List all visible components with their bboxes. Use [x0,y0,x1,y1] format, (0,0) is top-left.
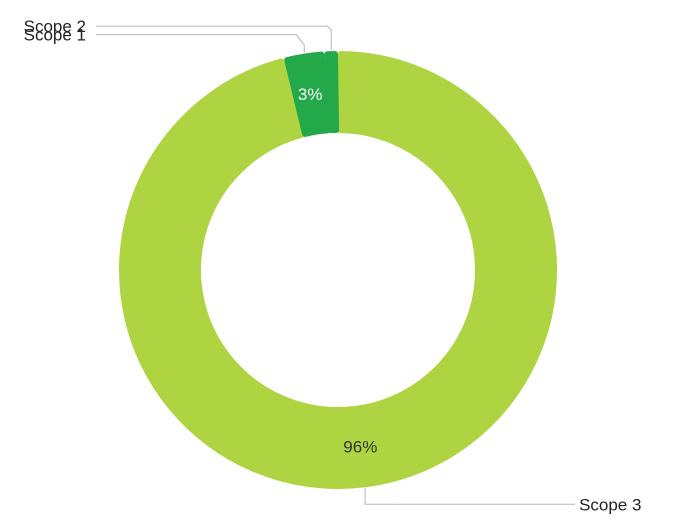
category-label-scope-3: Scope 3 [579,495,641,514]
category-label-scope-1: Scope 1 [24,26,86,45]
category-label-scope-2: Scope 2 [24,17,86,36]
slice-scope-2[interactable] [324,51,340,134]
data-label-scope-3: 96% [343,438,377,457]
leader-lines-group [96,25,576,505]
slice-scope-1[interactable] [284,51,331,137]
slices-group [119,51,557,489]
data-label-scope-1: 3% [298,85,323,104]
slice-scope-3[interactable] [119,51,557,489]
leader-line-scope-1 [96,34,305,53]
leader-line-scope-3 [364,488,576,505]
leader-line-scope-2 [96,25,332,51]
